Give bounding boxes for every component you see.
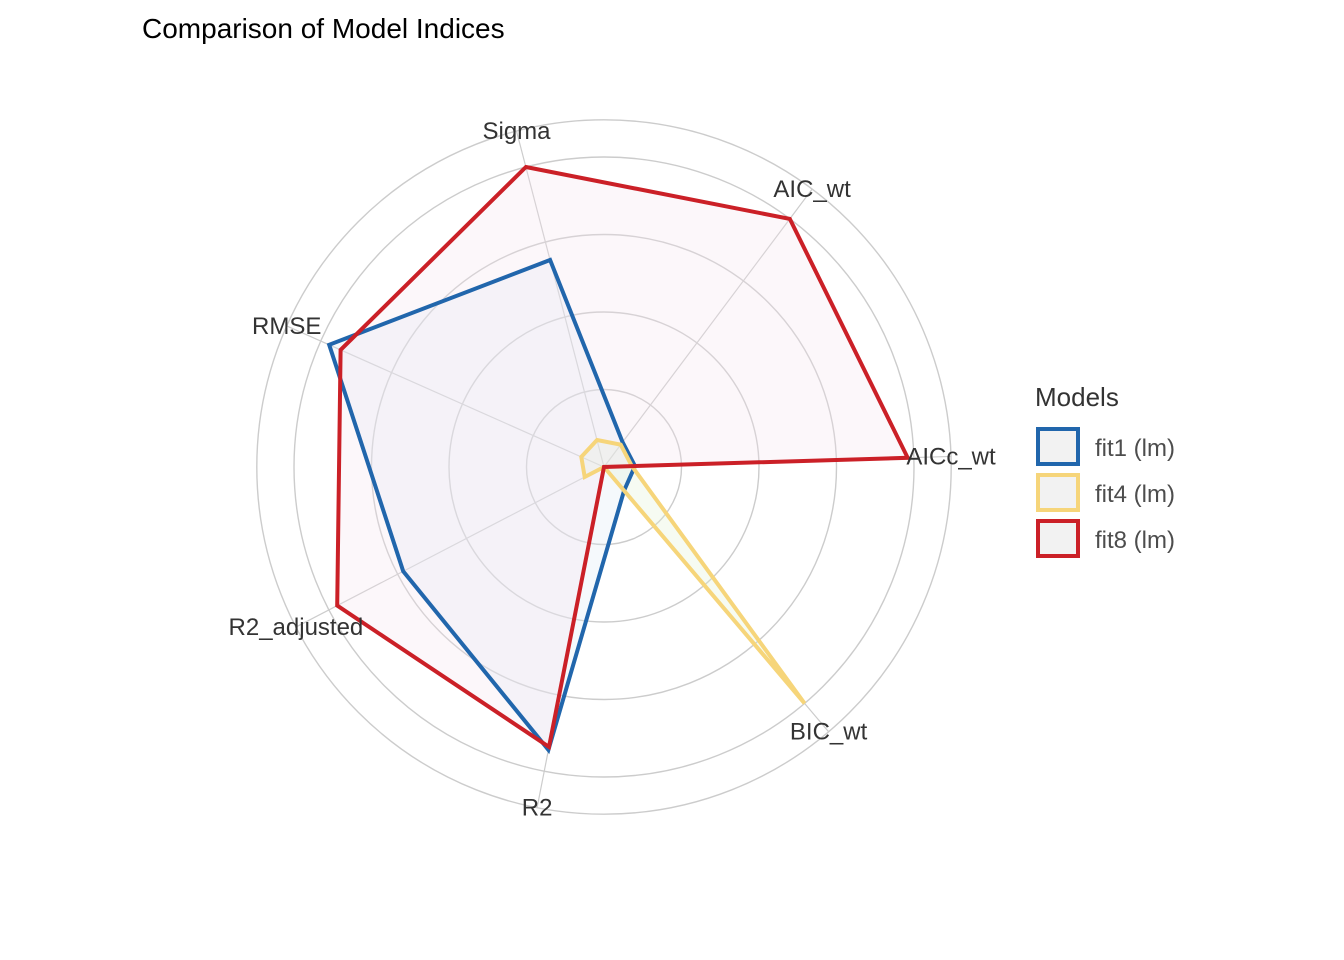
grid-ring-1 [525,388,683,546]
axis-label-bic-wt: BIC_wt [790,719,868,746]
legend-items: fit1 (lm) fit4 (lm) fit8 (lm) [1036,427,1175,558]
axis-label-aic-wt: AIC_wt [773,176,851,203]
grid-ring-4 [293,156,915,778]
grid-spoke-aic-wt [603,188,813,468]
legend-key-fit8-lm [1036,519,1080,558]
grid-spoke-sigma [515,130,605,468]
grid-ring-5 [256,119,952,815]
axis-label-aicc-wt: AICc_wt [906,443,996,470]
axis-label-sigma: Sigma [482,118,551,145]
axis-label-r2-adjusted: R2_adjusted [229,614,364,641]
grid-spoke-r2-adjusted [295,466,605,628]
chart-title: Comparison of Model Indices [142,13,505,44]
grid-ring-3 [370,233,838,701]
legend-key-fit1-lm [1036,427,1080,466]
series-line-fit4-lm [579,437,807,705]
axis-labels: Sigma AIC_wt AICc_wt BIC_wt R2 R2_adjusted RMS… [229,118,996,822]
legend-label-fit4-lm: fit4 (lm) [1095,481,1175,508]
series-line-fit8-lm [335,164,911,751]
series-area-fit8-lm [337,167,908,747]
legend: Models fit1 (lm) fit4 (lm) fit8 (lm) [1035,382,1175,558]
series-lines [326,164,911,755]
axis-label-r2: R2 [522,795,553,822]
series-area-fit1-lm [329,260,635,750]
grid-ring-2 [448,311,760,623]
legend-label-fit8-lm: fit8 (lm) [1095,527,1175,554]
legend-key-fit4-lm [1036,473,1080,512]
axis-label-rmse: RMSE [252,313,321,340]
legend-title: Models [1035,382,1119,412]
legend-label-fit1-lm: fit1 (lm) [1095,435,1175,462]
